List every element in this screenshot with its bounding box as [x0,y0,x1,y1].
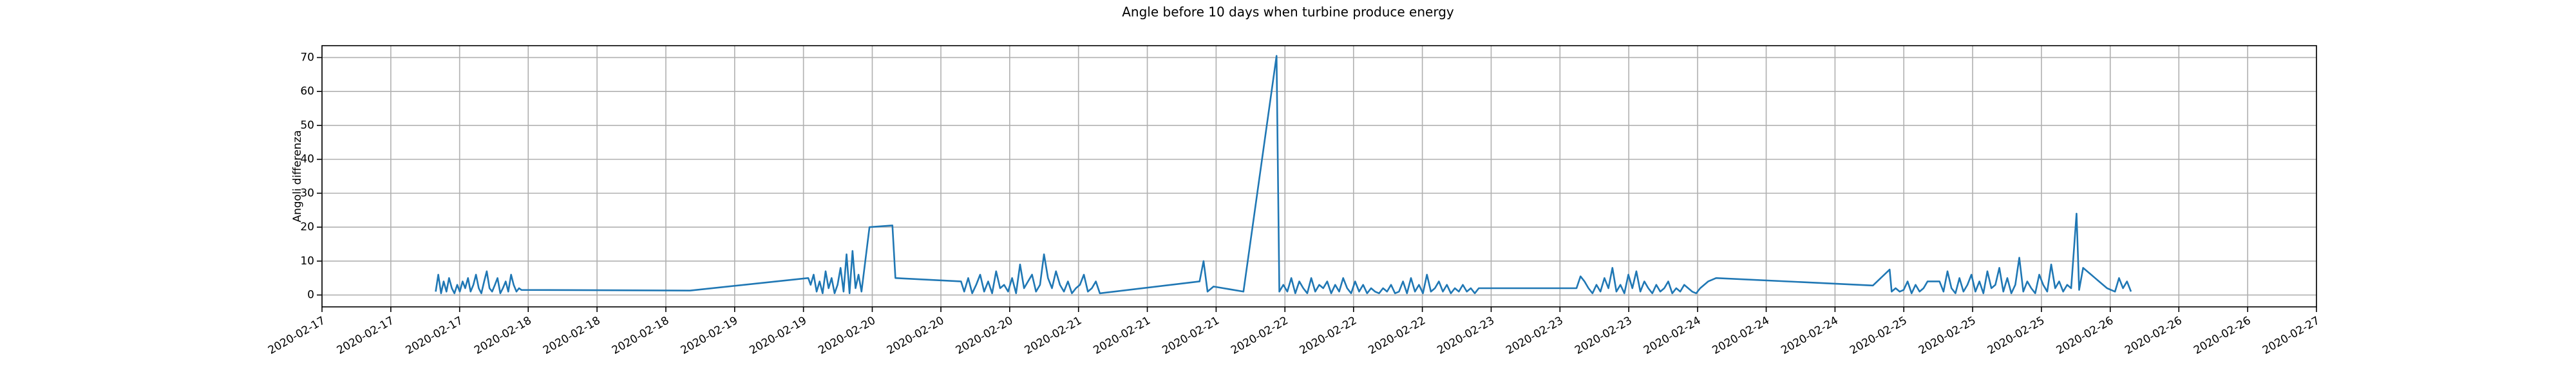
x-tick-label: 2020-02-24 [1642,314,1703,357]
x-tick-label: 2020-02-20 [885,314,947,357]
x-tick-label: 2020-02-23 [1435,314,1497,357]
x-tick-label: 2020-02-21 [1023,314,1084,357]
y-axis-label: Angoli differenza [291,130,304,222]
x-tick-label: 2020-02-25 [1917,314,1978,357]
x-tick-label: 2020-02-24 [1779,314,1841,357]
x-tick-label: 2020-02-25 [1985,314,2047,357]
x-tick-label: 2020-02-19 [748,314,810,357]
x-tick-label: 2020-02-23 [1573,314,1634,357]
x-tick-label: 2020-02-18 [541,314,603,357]
chart-title: Angle before 10 days when turbine produc… [1122,5,1454,20]
x-tick-label: 2020-02-27 [2260,314,2322,357]
plot-frame [321,45,2317,308]
y-tick-label: 0 [307,289,314,302]
x-tick-label: 2020-02-21 [1091,314,1153,357]
y-tick-label: 20 [300,221,314,234]
x-tick-label: 2020-02-26 [2054,314,2116,357]
x-tick-label: 2020-02-24 [1710,314,1772,357]
x-tick-label: 2020-02-17 [266,314,328,357]
y-tick-label: 70 [300,51,314,64]
y-tick-label: 10 [300,255,314,268]
x-tick-label: 2020-02-23 [1504,314,1566,357]
x-tick-label: 2020-02-20 [954,314,1016,357]
data-line [435,55,2132,295]
y-tick-label: 30 [300,187,314,199]
x-tick-label: 2020-02-18 [610,314,672,357]
x-tick-label: 2020-02-22 [1229,314,1291,357]
x-tick-label: 2020-02-21 [1160,314,1222,357]
x-tick-label: 2020-02-18 [472,314,534,357]
x-tick-label: 2020-02-22 [1298,314,1359,357]
x-tick-label: 2020-02-19 [679,314,741,357]
x-tick-label: 2020-02-26 [2192,314,2253,357]
x-tick-label: 2020-02-25 [1848,314,1909,357]
x-tick-label: 2020-02-26 [2123,314,2184,357]
y-tick-label: 40 [300,153,314,166]
x-tick-label: 2020-02-17 [335,314,397,357]
x-tick-label: 2020-02-17 [404,314,466,357]
x-tick-label: 2020-02-22 [1367,314,1428,357]
y-tick-label: 50 [300,119,314,132]
y-tick-label: 60 [300,85,314,98]
x-tick-label: 2020-02-20 [816,314,878,357]
